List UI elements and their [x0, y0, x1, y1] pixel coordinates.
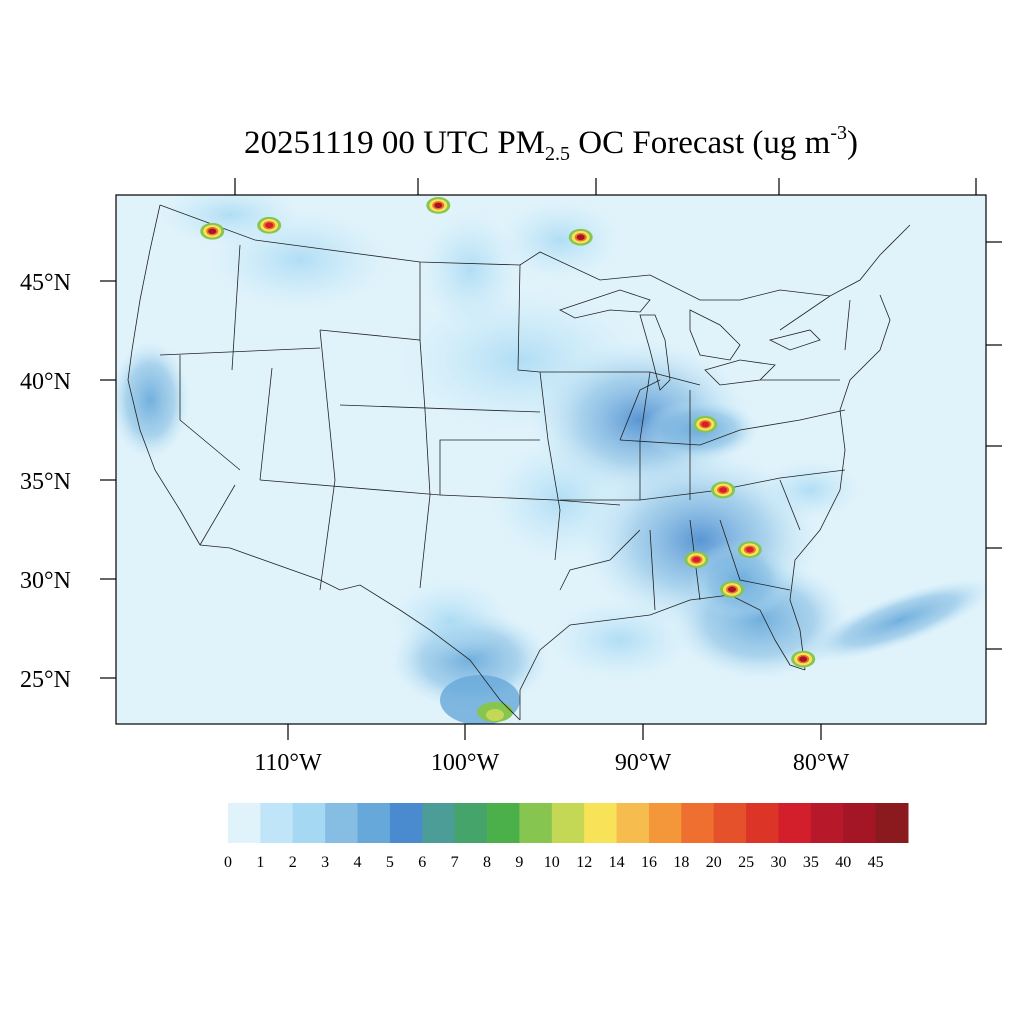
colorbar-label: 10 — [544, 854, 560, 871]
hotspot — [69, 358, 77, 364]
colorbar-label: 12 — [576, 854, 592, 871]
hotspot — [61, 352, 85, 369]
colorbar-swatch — [616, 803, 650, 843]
hotspot — [576, 234, 585, 241]
colorbar-label: 1 — [256, 854, 264, 871]
colorbar-swatch — [292, 803, 326, 843]
colorbar-swatch — [551, 803, 585, 843]
title-main: 20251119 00 UTC PM — [244, 125, 546, 161]
hotspot — [728, 586, 736, 593]
colorbar-swatch — [713, 803, 747, 843]
hotspot — [745, 546, 754, 553]
title-superscript: -3 — [830, 122, 847, 144]
map-title: 20251119 00 UTC PM2.5 OC Forecast (ug m-… — [116, 122, 986, 166]
colorbar-label: 14 — [609, 854, 625, 871]
lon-label: 90°W — [615, 750, 672, 776]
colorbar-swatch — [389, 803, 423, 843]
colorbar-swatch — [228, 803, 261, 843]
colorbar-swatch — [357, 803, 391, 843]
lat-label: 25°N — [20, 667, 71, 693]
lat-label: 35°N — [20, 469, 71, 495]
colorbar-label: 45 — [868, 854, 884, 871]
lon-label: 80°W — [793, 750, 850, 776]
hotspot — [799, 656, 808, 662]
colorbar-swatch — [487, 803, 520, 843]
colorbar: 0 1 2 3 4 5 6 7 8 9 10 12 14 16 18 20 25 30 35 40 45 — [224, 803, 909, 871]
hotspot — [64, 354, 82, 367]
colorbar-label: 8 — [483, 854, 491, 871]
lon-label: 100°W — [431, 750, 500, 776]
colorbar-swatch — [260, 803, 294, 843]
colorbar-swatch — [810, 803, 844, 843]
colorbar-label: 5 — [386, 854, 394, 871]
colorbar-label: 7 — [451, 854, 459, 871]
hotspot — [434, 202, 443, 209]
hotspot — [265, 222, 274, 229]
lat-label: 40°N — [20, 369, 71, 395]
colorbar-label: 25 — [738, 854, 754, 871]
colorbar-swatch — [519, 803, 553, 843]
title-subscript: 2.5 — [545, 143, 571, 165]
hotspot — [692, 556, 701, 563]
title-end: ) — [846, 125, 858, 161]
hotspot — [208, 228, 217, 235]
hotspot — [67, 356, 79, 364]
colorbar-swatch — [875, 803, 909, 843]
map-frame — [115, 194, 987, 725]
colorbar-label: 4 — [354, 854, 362, 871]
colorbar-swatch — [843, 803, 877, 843]
colorbar-swatch — [454, 803, 488, 843]
boundaries — [127, 204, 911, 721]
colorbar-label: 40 — [835, 854, 851, 871]
axis-ticks — [100, 178, 1002, 740]
colorbar-swatch — [422, 803, 456, 843]
hotspot-layer — [61, 196, 816, 668]
hotspot — [719, 487, 728, 493]
colorbar-label: 18 — [673, 854, 689, 871]
colorbar-label: 35 — [803, 854, 819, 871]
lat-label: 45°N — [20, 270, 71, 296]
colorbar-swatch — [681, 803, 715, 843]
colorbar-swatch — [584, 803, 618, 843]
colorbar-label: 2 — [289, 854, 297, 871]
colorbar-label: 30 — [770, 854, 786, 871]
lat-label: 30°N — [20, 568, 71, 594]
lon-label: 110°W — [254, 750, 322, 776]
colorbar-label: 3 — [321, 854, 329, 871]
title-units: OC Forecast (ug m — [570, 125, 831, 161]
hotspot — [701, 421, 710, 428]
colorbar-label: 0 — [224, 854, 232, 871]
colorbar-label: 16 — [641, 854, 657, 871]
colorbar-swatch — [746, 803, 779, 843]
colorbar-swatch — [325, 803, 359, 843]
colorbar-swatch — [778, 803, 812, 843]
colorbar-label: 20 — [706, 854, 722, 871]
colorbar-label: 6 — [418, 854, 426, 871]
colorbar-swatch — [648, 803, 682, 843]
colorbar-label: 9 — [515, 854, 523, 871]
